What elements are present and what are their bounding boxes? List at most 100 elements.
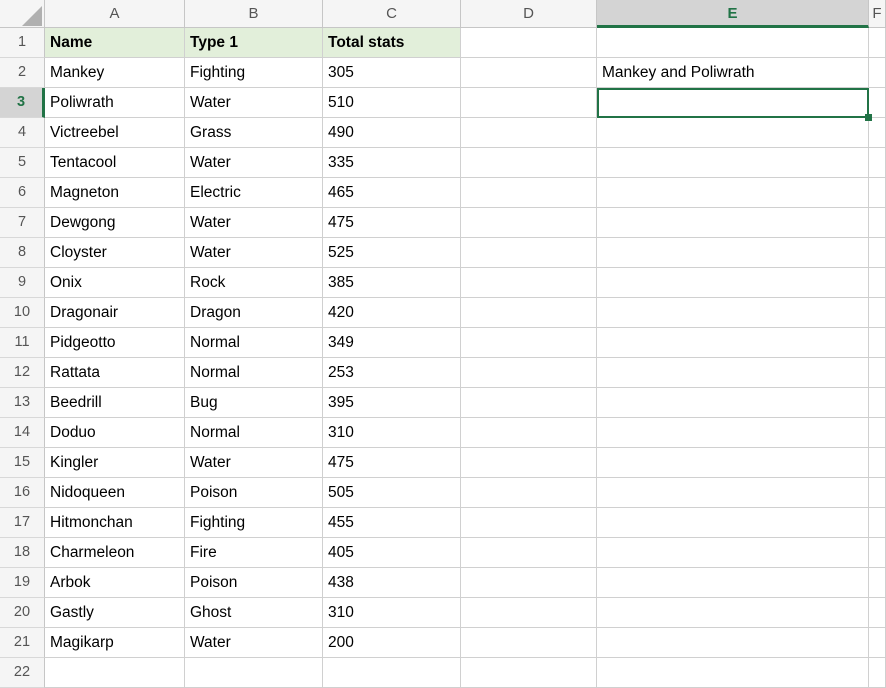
row-header-7[interactable]: 7 xyxy=(0,208,45,238)
cell-D14[interactable] xyxy=(461,418,597,448)
row-header-12[interactable]: 12 xyxy=(0,358,45,388)
cell-D9[interactable] xyxy=(461,268,597,298)
cell-A12[interactable]: Rattata xyxy=(45,358,185,388)
cell-C6[interactable]: 465 xyxy=(323,178,461,208)
column-header-f[interactable]: F xyxy=(869,0,886,28)
fill-handle[interactable] xyxy=(865,114,872,121)
row-header-17[interactable]: 17 xyxy=(0,508,45,538)
cell-E5[interactable] xyxy=(597,148,869,178)
cell-A9[interactable]: Onix xyxy=(45,268,185,298)
cell-A6[interactable]: Magneton xyxy=(45,178,185,208)
cell-C3[interactable]: 510 xyxy=(323,88,461,118)
cell-C17[interactable]: 455 xyxy=(323,508,461,538)
cell-F13[interactable] xyxy=(869,388,886,418)
cell-E10[interactable] xyxy=(597,298,869,328)
cell-C14[interactable]: 310 xyxy=(323,418,461,448)
cell-F16[interactable] xyxy=(869,478,886,508)
cell-D12[interactable] xyxy=(461,358,597,388)
cell-A13[interactable]: Beedrill xyxy=(45,388,185,418)
cell-A15[interactable]: Kingler xyxy=(45,448,185,478)
cell-B22[interactable] xyxy=(185,658,323,688)
cell-E6[interactable] xyxy=(597,178,869,208)
row-header-1[interactable]: 1 xyxy=(0,28,45,58)
cell-A19[interactable]: Arbok xyxy=(45,568,185,598)
cell-B20[interactable]: Ghost xyxy=(185,598,323,628)
column-header-e[interactable]: E xyxy=(597,0,869,28)
cell-E21[interactable] xyxy=(597,628,869,658)
row-header-11[interactable]: 11 xyxy=(0,328,45,358)
cell-C19[interactable]: 438 xyxy=(323,568,461,598)
cell-E2-text[interactable]: Mankey and Poliwrath xyxy=(602,64,755,81)
cell-B15[interactable]: Water xyxy=(185,448,323,478)
cell-A4[interactable]: Victreebel xyxy=(45,118,185,148)
cell-C9[interactable]: 385 xyxy=(323,268,461,298)
cell-D8[interactable] xyxy=(461,238,597,268)
cell-B6[interactable]: Electric xyxy=(185,178,323,208)
cell-D20[interactable] xyxy=(461,598,597,628)
cell-E7[interactable] xyxy=(597,208,869,238)
cell-D2[interactable] xyxy=(461,58,597,88)
cell-F10[interactable] xyxy=(869,298,886,328)
cell-C15[interactable]: 475 xyxy=(323,448,461,478)
cell-F19[interactable] xyxy=(869,568,886,598)
cell-B21[interactable]: Water xyxy=(185,628,323,658)
cell-D19[interactable] xyxy=(461,568,597,598)
row-header-5[interactable]: 5 xyxy=(0,148,45,178)
cell-B11[interactable]: Normal xyxy=(185,328,323,358)
cell-F17[interactable] xyxy=(869,508,886,538)
cell-B4[interactable]: Grass xyxy=(185,118,323,148)
cell-C5[interactable]: 335 xyxy=(323,148,461,178)
cell-A21[interactable]: Magikarp xyxy=(45,628,185,658)
cell-C10[interactable]: 420 xyxy=(323,298,461,328)
column-header-d[interactable]: D xyxy=(461,0,597,28)
cell-E15[interactable] xyxy=(597,448,869,478)
cell-E4[interactable] xyxy=(597,118,869,148)
row-header-21[interactable]: 21 xyxy=(0,628,45,658)
cell-E9[interactable] xyxy=(597,268,869,298)
cell-A14[interactable]: Doduo xyxy=(45,418,185,448)
cell-D13[interactable] xyxy=(461,388,597,418)
cell-A7[interactable]: Dewgong xyxy=(45,208,185,238)
column-header-a[interactable]: A xyxy=(45,0,185,28)
cell-E17[interactable] xyxy=(597,508,869,538)
cell-B8[interactable]: Water xyxy=(185,238,323,268)
cell-B10[interactable]: Dragon xyxy=(185,298,323,328)
cell-A18[interactable]: Charmeleon xyxy=(45,538,185,568)
cell-C20[interactable]: 310 xyxy=(323,598,461,628)
cell-D1[interactable] xyxy=(461,28,597,58)
row-header-16[interactable]: 16 xyxy=(0,478,45,508)
row-header-2[interactable]: 2 xyxy=(0,58,45,88)
cell-B18[interactable]: Fire xyxy=(185,538,323,568)
cell-D5[interactable] xyxy=(461,148,597,178)
cell-B2[interactable]: Fighting xyxy=(185,58,323,88)
cell-E22[interactable] xyxy=(597,658,869,688)
cell-E11[interactable] xyxy=(597,328,869,358)
column-header-c[interactable]: C xyxy=(323,0,461,28)
cell-C4[interactable]: 490 xyxy=(323,118,461,148)
row-header-8[interactable]: 8 xyxy=(0,238,45,268)
cell-A11[interactable]: Pidgeotto xyxy=(45,328,185,358)
cell-B16[interactable]: Poison xyxy=(185,478,323,508)
cell-F8[interactable] xyxy=(869,238,886,268)
cell-B3[interactable]: Water xyxy=(185,88,323,118)
cell-E13[interactable] xyxy=(597,388,869,418)
cell-C11[interactable]: 349 xyxy=(323,328,461,358)
row-header-6[interactable]: 6 xyxy=(0,178,45,208)
cell-F12[interactable] xyxy=(869,358,886,388)
cell-F22[interactable] xyxy=(869,658,886,688)
cell-A3[interactable]: Poliwrath xyxy=(45,88,185,118)
cell-D7[interactable] xyxy=(461,208,597,238)
cell-E2[interactable] xyxy=(597,58,869,88)
cell-B1[interactable]: Type 1 xyxy=(185,28,323,58)
cell-A8[interactable]: Cloyster xyxy=(45,238,185,268)
row-header-14[interactable]: 14 xyxy=(0,418,45,448)
cell-F15[interactable] xyxy=(869,448,886,478)
cell-E20[interactable] xyxy=(597,598,869,628)
cell-D10[interactable] xyxy=(461,298,597,328)
cell-E19[interactable] xyxy=(597,568,869,598)
cell-F14[interactable] xyxy=(869,418,886,448)
cell-D22[interactable] xyxy=(461,658,597,688)
cell-F11[interactable] xyxy=(869,328,886,358)
cell-F7[interactable] xyxy=(869,208,886,238)
